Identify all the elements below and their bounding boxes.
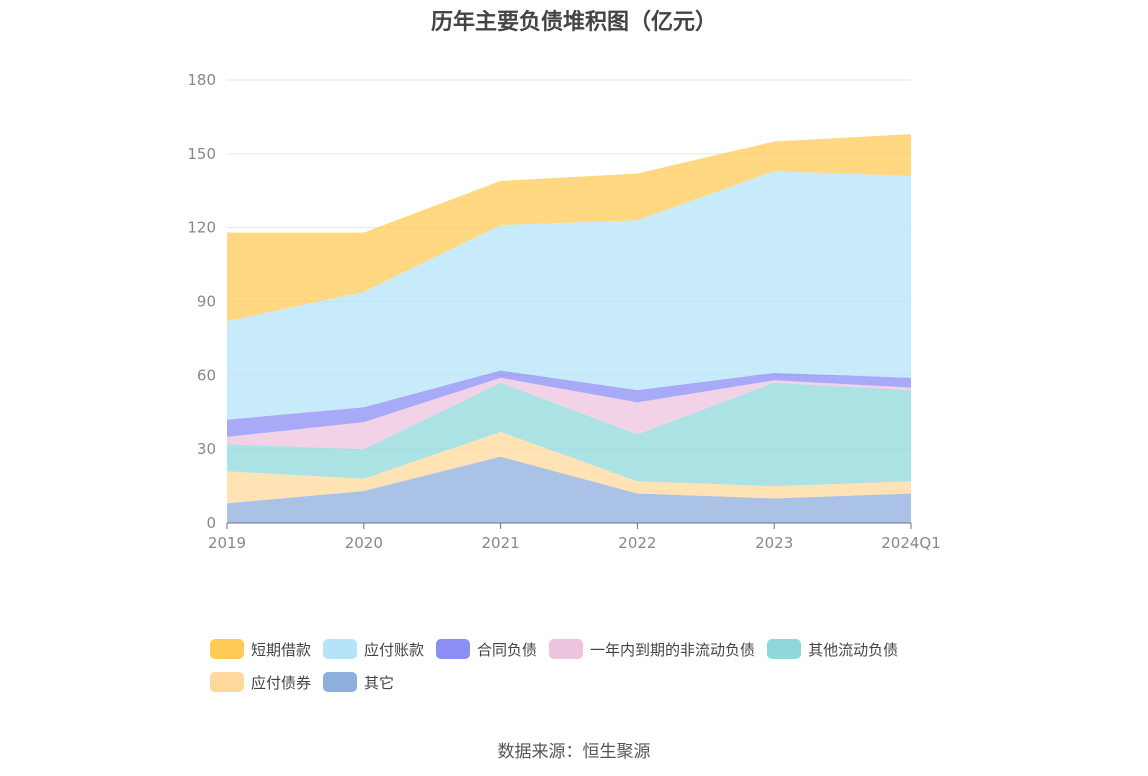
chart-title: 历年主要负债堆积图（亿元）	[430, 10, 717, 35]
legend-swatch	[436, 639, 471, 659]
y-tick-label: 180	[187, 71, 216, 89]
legend-swatch	[323, 639, 358, 659]
legend-item[interactable]: 其它	[323, 671, 394, 693]
x-tick-label: 2020	[345, 534, 383, 552]
x-tick-label: 2021	[482, 534, 520, 552]
y-tick-label: 0	[206, 514, 216, 532]
area-series-band	[227, 456, 911, 523]
legend-swatch	[210, 672, 244, 692]
y-tick-label: 150	[187, 145, 216, 163]
x-tick-label: 2024Q1	[881, 534, 941, 552]
legend: 短期借款 应付账款 合同负债 一年内到期的非流动负债 其他流动负债应付债券 其它	[210, 638, 970, 693]
legend-swatch	[549, 639, 584, 659]
legend-label: 其他流动负债	[808, 640, 899, 659]
legend-item[interactable]: 一年内到期的非流动负债	[549, 638, 755, 660]
x-tick-label: 2019	[208, 534, 246, 552]
axes: 0 30 60 90 120 150 180 2019 2020 2021 2022 2023 2024…	[187, 71, 940, 552]
legend-label: 应付债券	[251, 673, 312, 692]
x-tick-label: 2023	[755, 534, 793, 552]
area-series-band	[227, 171, 911, 420]
legend-item[interactable]: 应付账款	[323, 638, 424, 660]
area-series	[227, 134, 911, 523]
x-tick-label: 2022	[618, 534, 656, 552]
legend-label: 应付账款	[364, 640, 425, 659]
y-tick-label: 60	[197, 366, 216, 384]
area-series-band	[227, 134, 911, 322]
legend-swatch	[323, 672, 358, 692]
legend-swatch	[210, 639, 244, 659]
legend-label: 一年内到期的非流动负债	[590, 640, 756, 659]
y-tick-label: 120	[187, 219, 216, 237]
source-note: 数据来源：恒生聚源	[497, 742, 651, 762]
legend-label: 短期借款	[251, 640, 312, 659]
legend-item[interactable]: 短期借款	[210, 638, 311, 660]
legend-label: 合同负债	[477, 640, 538, 659]
area-series-band	[227, 377, 911, 450]
y-tick-label: 30	[197, 440, 216, 458]
area-series-band	[227, 431, 911, 504]
y-tick-label: 90	[197, 293, 216, 311]
stacked-area-chart: 0 30 60 90 120 150 180 2019 2020 2021 2022 2023 2024…	[187, 71, 940, 552]
legend-item[interactable]: 其他流动负债	[767, 638, 898, 660]
area-series-band	[227, 370, 911, 437]
legend-label: 其它	[364, 673, 395, 692]
legend-item[interactable]: 合同负债	[436, 638, 537, 660]
area-series-band	[227, 382, 911, 487]
legend-item[interactable]: 应付债券	[210, 671, 311, 693]
legend-swatch	[767, 639, 802, 659]
